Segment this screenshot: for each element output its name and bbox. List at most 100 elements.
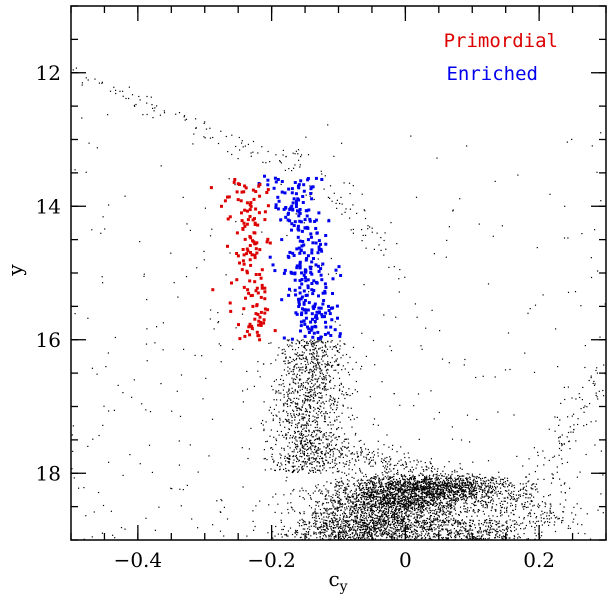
- field-star: [321, 346, 323, 348]
- field-star: [434, 510, 436, 512]
- field-star: [393, 528, 395, 530]
- field-star: [334, 459, 336, 462]
- field-star: [324, 529, 326, 531]
- field-star: [288, 388, 290, 390]
- field-star: [328, 435, 330, 437]
- field-star: [426, 477, 428, 479]
- field-star: [364, 496, 366, 498]
- field-star: [386, 487, 388, 489]
- field-star: [365, 496, 367, 498]
- field-star: [400, 519, 402, 521]
- field-stars-layer: [71, 67, 606, 541]
- field-star: [410, 496, 412, 499]
- field-star: [300, 409, 303, 411]
- field-star: [294, 532, 296, 534]
- field-star: [346, 479, 349, 481]
- field-star: [323, 519, 325, 521]
- field-star: [310, 497, 312, 499]
- field-star: [360, 439, 362, 442]
- field-star: [465, 536, 467, 538]
- field-star: [463, 535, 465, 537]
- field-star: [417, 482, 419, 484]
- field-star: [369, 479, 371, 481]
- field-star: [371, 494, 373, 497]
- field-star: [329, 462, 331, 464]
- field-star: [463, 480, 465, 482]
- field-star: [514, 530, 516, 532]
- field-star: [368, 462, 370, 464]
- field-star: [332, 503, 334, 505]
- field-star: [389, 526, 391, 528]
- field-star: [382, 510, 384, 512]
- field-star: [531, 500, 533, 502]
- field-star: [415, 507, 417, 510]
- field-star: [486, 495, 488, 497]
- field-star: [376, 515, 378, 517]
- field-star: [422, 479, 425, 481]
- field-star: [384, 489, 386, 492]
- field-star: [332, 512, 334, 514]
- field-star: [467, 497, 469, 499]
- field-star: [285, 464, 287, 466]
- field-star: [447, 537, 449, 539]
- field-star: [386, 492, 389, 494]
- field-star: [509, 526, 511, 528]
- field-star: [482, 483, 484, 485]
- field-star: [491, 506, 493, 508]
- field-star: [429, 535, 431, 537]
- field-star: [530, 487, 532, 489]
- field-star: [463, 499, 465, 501]
- field-star: [465, 495, 467, 497]
- field-star: [407, 527, 409, 529]
- field-star: [387, 508, 390, 510]
- field-star: [397, 483, 399, 485]
- field-star: [299, 395, 301, 397]
- field-star: [376, 506, 378, 508]
- field-star: [382, 503, 384, 505]
- field-star: [439, 508, 441, 510]
- field-star: [480, 487, 483, 489]
- field-star: [367, 493, 369, 495]
- field-star: [324, 522, 326, 524]
- field-star: [409, 502, 411, 504]
- field-star: [404, 479, 406, 481]
- field-star: [484, 477, 486, 479]
- field-star: [364, 482, 366, 484]
- field-star: [461, 492, 463, 494]
- field-star: [311, 451, 313, 453]
- field-star: [439, 509, 441, 511]
- field-star: [356, 451, 358, 453]
- field-star: [447, 531, 449, 533]
- field-star: [438, 498, 441, 500]
- field-star: [397, 488, 399, 490]
- field-star: [503, 481, 505, 483]
- field-star: [355, 460, 357, 462]
- field-star: [397, 469, 399, 471]
- field-star: [315, 514, 317, 516]
- field-star: [422, 503, 425, 505]
- field-star: [424, 480, 426, 482]
- field-star: [395, 513, 398, 515]
- field-star: [435, 479, 437, 481]
- field-star: [436, 470, 438, 472]
- field-star: [437, 489, 439, 491]
- field-star: [281, 528, 283, 531]
- field-star: [433, 502, 435, 504]
- field-star: [334, 515, 336, 517]
- field-star: [367, 537, 369, 539]
- field-star: [369, 529, 371, 532]
- field-star: [491, 519, 493, 521]
- field-star: [344, 472, 346, 474]
- field-star: [324, 512, 326, 514]
- field-star: [348, 521, 350, 523]
- field-star: [382, 524, 384, 526]
- field-star: [410, 524, 412, 526]
- field-star: [336, 514, 338, 516]
- field-star: [489, 522, 491, 524]
- field-star: [446, 516, 448, 519]
- field-star: [375, 525, 377, 527]
- field-star: [492, 500, 494, 502]
- field-star: [363, 494, 366, 496]
- field-star: [383, 511, 385, 513]
- field-star: [400, 487, 402, 489]
